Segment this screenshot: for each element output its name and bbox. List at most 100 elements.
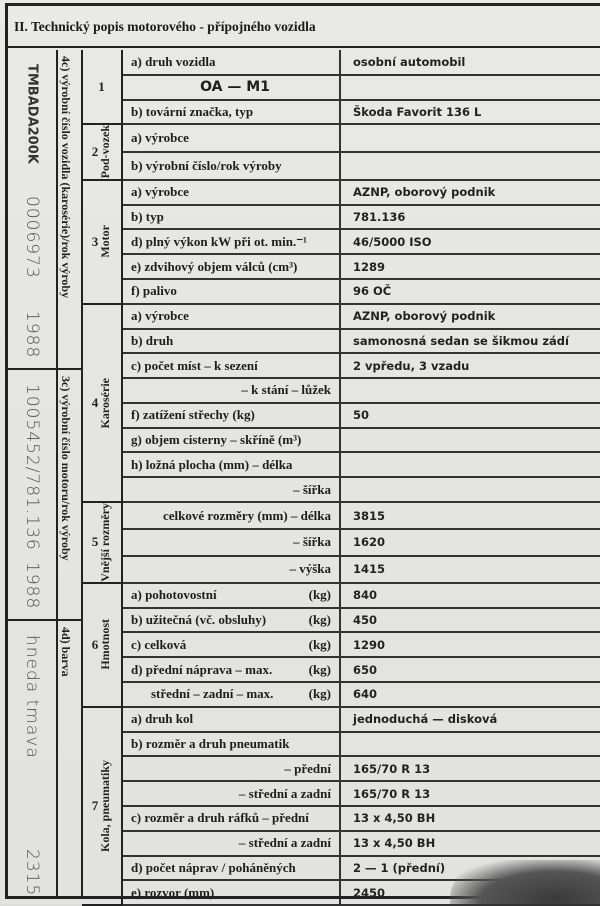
field-value (340, 74, 600, 101)
table-row: (kg) c) celková 1290 (82, 632, 600, 659)
field-value: 1289 (340, 254, 600, 280)
table-row: (kg) d) přední náprava – max. 650 (82, 657, 600, 684)
field-label-cell: e) zdvihový objem válců (cm³) (122, 254, 341, 280)
section-heading: 6 Hmotnost (82, 619, 121, 670)
table-row: – střední a zadní 13 x 4,50 BH (82, 830, 600, 857)
field-value: AZNP, oborový podnik (340, 179, 600, 206)
field-label-cell: a) druh vozidla (122, 50, 341, 76)
field-label: – k stání – lůžek (241, 382, 331, 398)
table-row: b) výrobní číslo/rok výroby (82, 152, 600, 181)
table-row: g) objem cisterny – skříně (m³) (82, 427, 600, 454)
field-value: samonosná sedan se šikmou zádí (340, 328, 600, 355)
field-label: b) výrobní číslo/rok výroby (131, 157, 282, 173)
field-unit: (kg) (308, 636, 331, 652)
field-value (340, 378, 600, 404)
section-cell: 3 Motor (82, 179, 123, 305)
section-title: Pod-vozek (98, 125, 113, 179)
field-unit: (kg) (308, 686, 331, 702)
field-label: – střední a zadní (238, 835, 331, 851)
color-label-cell: 4d) barva (58, 621, 83, 896)
table-row: e) zdvihový objem válců (cm³) 1289 (82, 254, 600, 280)
field-label-cell: b) typ (122, 204, 341, 231)
field-value: osobní automobil (340, 50, 600, 76)
section-heading: 2 Pod-vozek (82, 125, 121, 178)
field-unit: (kg) (308, 587, 331, 603)
color-label: 4d) barva (59, 627, 73, 677)
table-row: c) rozměr a druh ráfků – přední 13 x 4,50… (82, 806, 600, 832)
table-row: 7 Kola, pneumatiky a) druh kol jednoduchá —… (82, 706, 600, 906)
table-row: – výška 1415 (82, 555, 600, 584)
field-label: – střední a zadní (238, 785, 331, 801)
engine-number-value: 1005452/781.136 (22, 384, 42, 551)
vin-value: TMBADA200K (24, 64, 40, 164)
field-label: střední – zadní – max. (151, 686, 274, 702)
table-row: (kg) střední – zadní – max. 640 (82, 682, 600, 708)
field-label-cell: b) rozměr a druh pneumatik (122, 731, 341, 758)
field-label-cell: c) počet míst – k sezení (122, 353, 341, 380)
color-code-value: 2315 (22, 848, 42, 896)
field-value: jednoduchá — disková (340, 706, 600, 733)
field-label: b) tovární značka, typ (131, 103, 254, 119)
color-value: hneda tmava (22, 635, 42, 759)
page-frame (5, 3, 600, 899)
field-label-cell: g) objem cisterny – skříně (m³) (122, 427, 341, 454)
field-label-cell: c) rozměr a druh ráfků – přední (122, 806, 341, 832)
field-label: d) počet náprav / poháněných (131, 859, 296, 875)
table-row: f) zatížení střechy (kg) 50 (82, 402, 600, 429)
section-title: Karosérie (98, 377, 113, 429)
field-value: 1620 (340, 528, 600, 557)
field-value: 840 (340, 582, 600, 609)
field-label-cell: a) výrobce (122, 179, 341, 206)
field-label-cell: b) výrobní číslo/rok výroby (122, 152, 341, 181)
field-value: 1290 (340, 632, 600, 659)
field-value: 165/70 R 13 (340, 756, 600, 783)
field-label: b) druh (131, 332, 174, 348)
section-number: 1 (98, 78, 105, 94)
table-row: b) rozměr a druh pneumatik (82, 731, 600, 758)
section-heading: 4 Karosérie (82, 378, 121, 428)
field-value: 50 (340, 402, 600, 429)
field-label-cell: d) plný výkon kW při ot. min.⁻¹ (122, 229, 341, 256)
field-label-cell: – výška (122, 555, 341, 584)
table-row: 6 Hmotnost (kg) a) pohotovostní 840 (82, 582, 600, 708)
page-title: II. Technický popis motorového - přípojn… (8, 6, 600, 48)
field-value (340, 731, 600, 758)
engine-number-cell: 1005452/781.136 1988 (8, 370, 58, 621)
section-number: 7 (91, 797, 99, 813)
field-value: 13 x 4,50 BH (340, 806, 600, 832)
table-row: OA — M1 (82, 74, 600, 101)
field-label: a) výrobce (131, 130, 189, 146)
field-label: – šířka (293, 481, 331, 497)
field-label-cell: b) druh (122, 328, 341, 355)
field-label-cell: – šířka (122, 528, 341, 557)
field-value: 46/5000 ISO (340, 229, 600, 256)
field-label-cell: f) zatížení střechy (kg) (122, 402, 341, 429)
section-heading: 3 Motor (82, 225, 121, 258)
field-label: – výška (289, 561, 331, 577)
table-row: b) druh samonosná sedan se šikmou zádí (82, 328, 600, 355)
field-label: celkové rozměry (mm) – délka (163, 507, 331, 523)
table-row: – šířka 1620 (82, 528, 600, 557)
technical-spec-table: 1 a) druh vozidla osobní automobil OA — M1 b… (82, 50, 600, 906)
field-label-cell: celkové rozměry (mm) – délka (122, 502, 341, 530)
field-label: a) výrobce (131, 184, 189, 200)
table-row: 3 Motor a) výrobce AZNP, oborový podnik (82, 179, 600, 305)
field-value: 781.136 (340, 204, 600, 231)
field-label-cell: (kg) d) přední náprava – max. (122, 657, 341, 684)
field-label: – šířka (293, 534, 331, 550)
engine-number-label-cell: 3c) výrobní číslo motoru/rok výroby (58, 370, 83, 621)
field-label: OA — M1 (200, 79, 270, 96)
field-label-cell: OA — M1 (122, 74, 341, 101)
section-number: 4 (91, 394, 99, 410)
field-label-cell: e) rozvor (mm) (122, 880, 341, 906)
section-title: Motor (98, 225, 113, 259)
bottom-border (8, 896, 600, 899)
field-label: b) rozměr a druh pneumatik (131, 736, 290, 751)
table-row: 4 Karosérie a) výrobce AZNP, oborový podnik (82, 303, 600, 504)
field-label: c) celková (131, 636, 187, 652)
field-label-cell: (kg) a) pohotovostní (122, 582, 341, 609)
field-value: 1415 (340, 555, 600, 584)
field-label-cell: (kg) střední – zadní – max. (122, 682, 341, 708)
table-row: (kg) b) užitečná (vč. obsluhy) 450 (82, 607, 600, 634)
section-number: 5 (91, 534, 99, 550)
